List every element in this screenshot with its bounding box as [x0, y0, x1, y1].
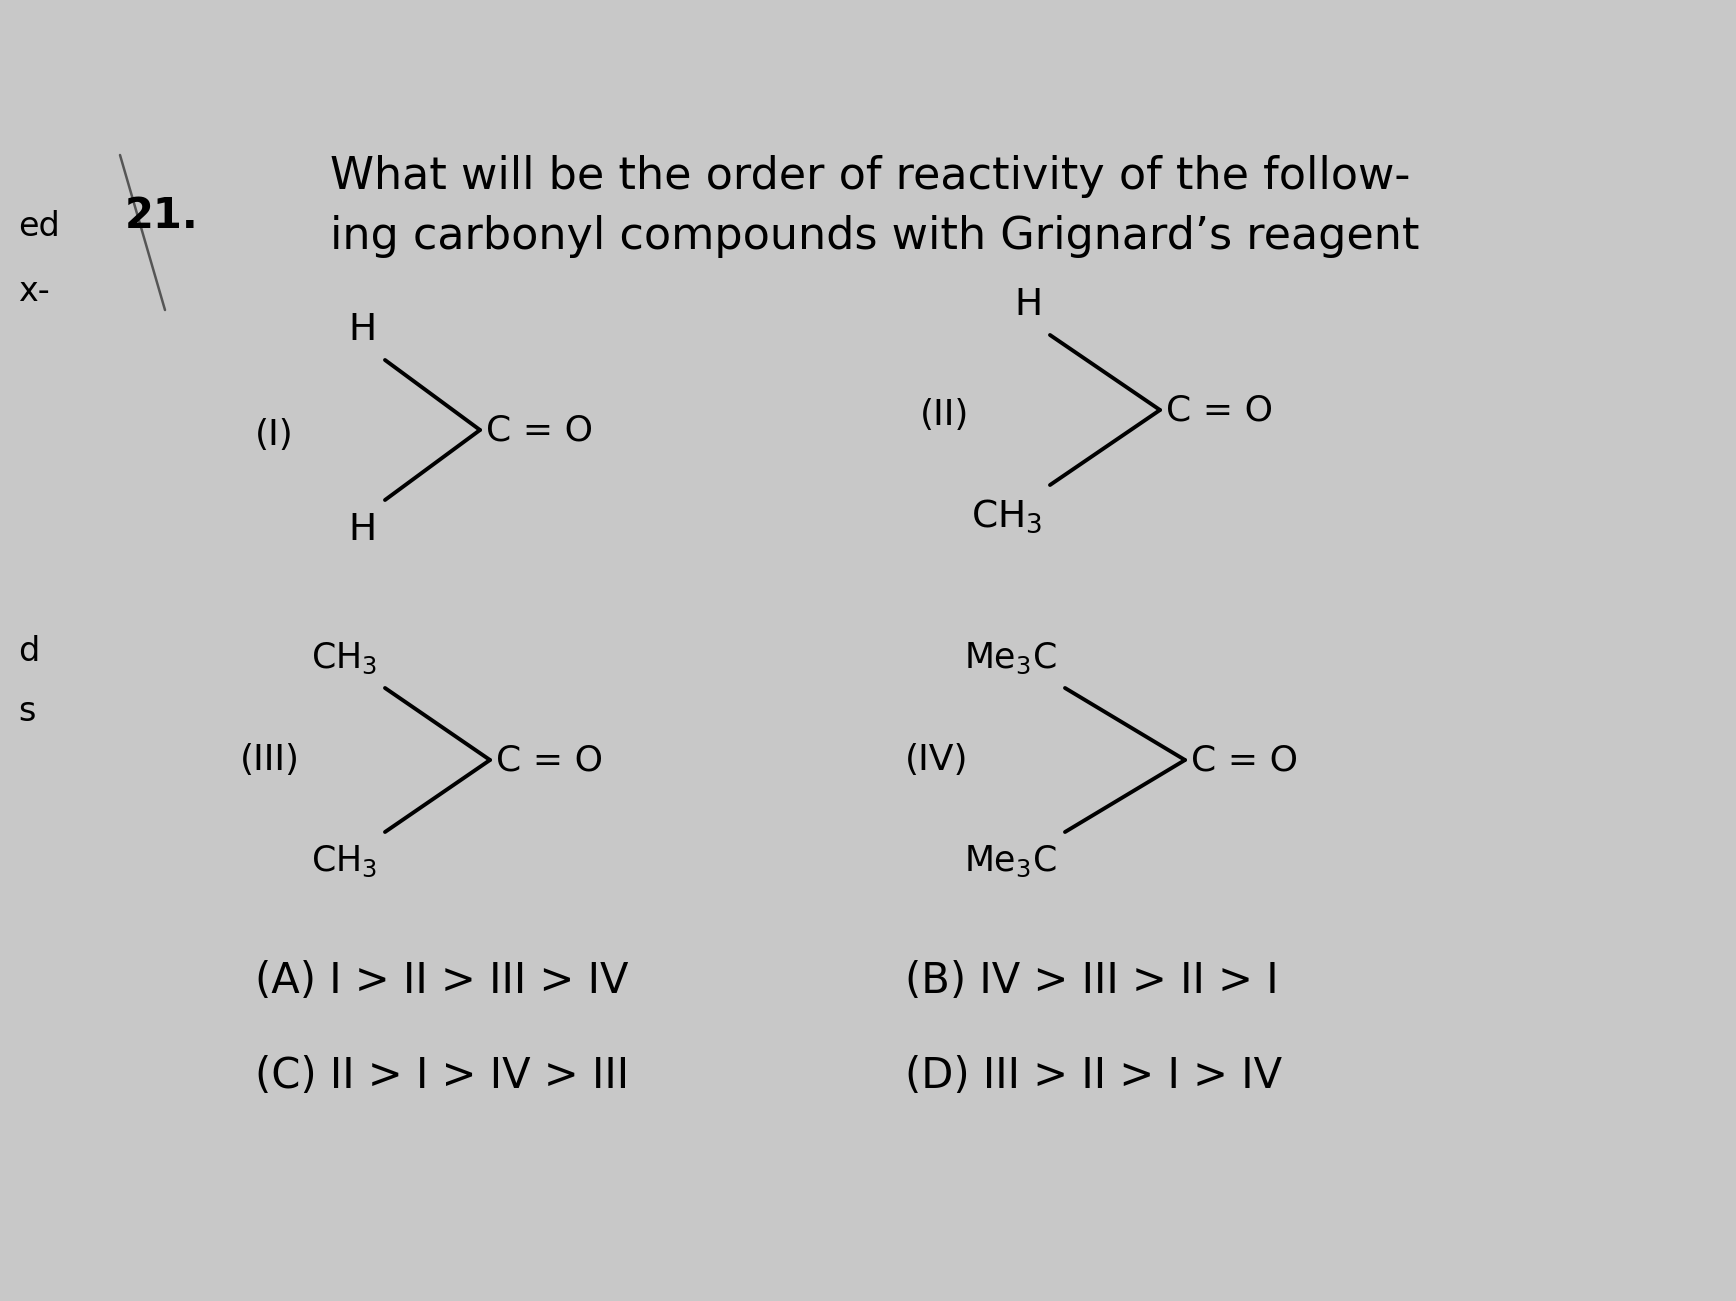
Text: H: H: [1014, 288, 1042, 323]
Text: C = O: C = O: [496, 743, 602, 777]
Text: (C) II > I > IV > III: (C) II > I > IV > III: [255, 1055, 628, 1097]
Text: d: d: [17, 635, 40, 667]
Text: (A) I > II > III > IV: (A) I > II > III > IV: [255, 960, 628, 1002]
Text: Me$_3$C: Me$_3$C: [965, 640, 1057, 677]
Text: (B) IV > III > II > I: (B) IV > III > II > I: [904, 960, 1279, 1002]
Text: (IV): (IV): [904, 743, 969, 777]
Text: x-: x-: [17, 275, 50, 308]
Text: (III): (III): [240, 743, 300, 777]
Text: s: s: [17, 695, 35, 729]
Text: 21.: 21.: [125, 195, 198, 237]
Text: Me$_3$C: Me$_3$C: [965, 844, 1057, 879]
Text: H: H: [349, 513, 377, 548]
Text: C = O: C = O: [486, 412, 594, 448]
Text: ing carbonyl compounds with Grignard’s reagent: ing carbonyl compounds with Grignard’s r…: [330, 215, 1420, 258]
Text: C = O: C = O: [1191, 743, 1299, 777]
Text: H: H: [349, 312, 377, 347]
Text: (II): (II): [920, 398, 969, 432]
Text: C = O: C = O: [1167, 393, 1272, 427]
Text: CH$_3$: CH$_3$: [311, 640, 377, 677]
Text: CH$_3$: CH$_3$: [970, 497, 1042, 535]
Text: (I): (I): [255, 418, 293, 451]
Text: (D) III > II > I > IV: (D) III > II > I > IV: [904, 1055, 1283, 1097]
Text: What will be the order of reactivity of the follow-: What will be the order of reactivity of …: [330, 155, 1410, 198]
Text: ed: ed: [17, 209, 59, 243]
Text: CH$_3$: CH$_3$: [311, 844, 377, 879]
